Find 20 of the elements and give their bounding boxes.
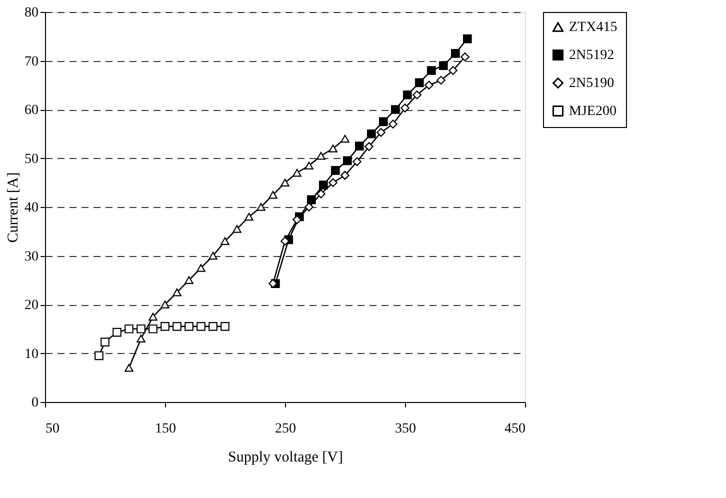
legend-label: 2N5192 bbox=[569, 48, 614, 63]
y-tick-label: 70 bbox=[24, 54, 38, 70]
y-tick-label: 60 bbox=[24, 103, 38, 118]
y-tick-label: 80 bbox=[24, 6, 38, 20]
y-tick-label: 40 bbox=[24, 200, 38, 216]
y-tick-label: 30 bbox=[24, 249, 38, 264]
x-tick-label: 50 bbox=[46, 422, 60, 436]
y-tick-label: 0 bbox=[32, 396, 38, 410]
x-tick-label: 450 bbox=[504, 422, 526, 436]
legend-label: 2N5190 bbox=[569, 76, 614, 91]
y-axis-title: Current [A] bbox=[6, 172, 22, 243]
legend-label: ZTX415 bbox=[569, 20, 618, 35]
y-tick-label: 20 bbox=[24, 298, 38, 313]
x-tick-label: 250 bbox=[275, 422, 296, 436]
y-tick-label: 10 bbox=[24, 346, 38, 362]
x-tick-label: 150 bbox=[155, 422, 176, 436]
y-tick-label: 50 bbox=[24, 152, 38, 167]
x-axis-title: Supply voltage [V] bbox=[228, 450, 343, 466]
x-tick-label: 350 bbox=[395, 422, 416, 436]
legend-label: MJE200 bbox=[569, 104, 616, 119]
